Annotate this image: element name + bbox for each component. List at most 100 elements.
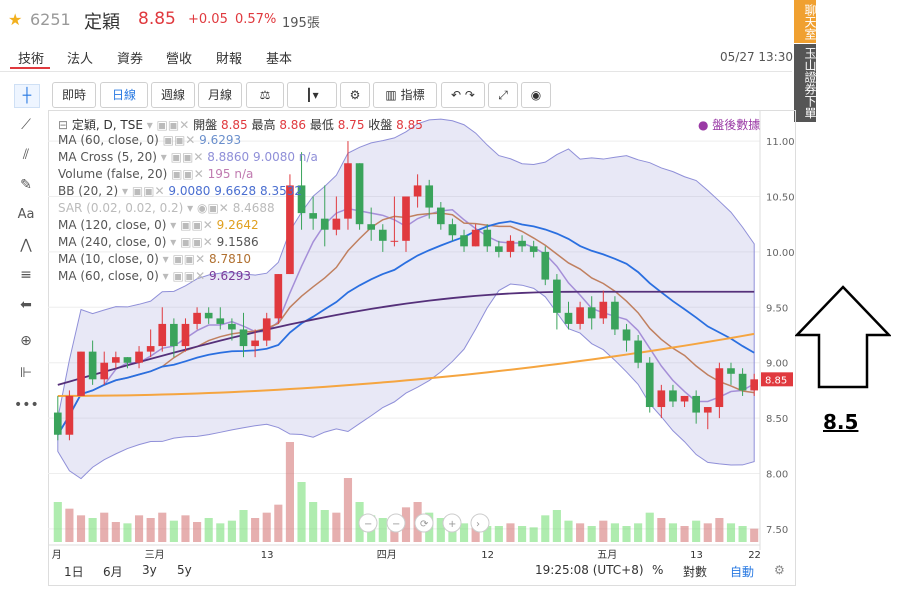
indicator-value: 9.0080 9.6628 8.3532 [168,184,302,198]
volume-bar [378,518,387,542]
volume-bar [134,515,144,542]
zoom-control [442,513,462,533]
candle-body [634,340,642,363]
arrow-left-icon[interactable]: ⬅ [20,297,32,313]
pattern-icon[interactable]: ⋀ [20,237,32,253]
tab-revenue[interactable]: 營收 [166,52,193,67]
candle-body [112,357,120,363]
indicator-row[interactable]: MA (60, close, 0) ▾ ▣▣✕ 9.6293 [58,269,252,283]
volume-bar [518,526,527,542]
volume-bar [483,526,492,542]
percent-toggle[interactable]: % [652,563,664,577]
range-5y[interactable]: 5y [177,563,192,577]
chart-settings-icon[interactable]: ⚙ [774,563,785,577]
intraday-button[interactable]: 即時 [52,82,96,108]
indicators-icon: ▥ [385,88,401,102]
zoom-control [386,513,406,533]
log-toggle[interactable]: 對數 [683,565,708,579]
tab-technical[interactable]: 技術 [18,52,45,67]
candle-body [297,185,306,214]
weekly-button[interactable]: 週線 [151,82,195,108]
auto-toggle[interactable]: 自動 [730,565,755,579]
candle-body [553,279,561,313]
candle-body [425,185,434,208]
indicator-row[interactable]: BB (20, 2) ▾ ▣▣✕ 9.0080 9.6628 8.3532 [58,184,302,198]
camera-icon[interactable]: ◉ [521,82,551,108]
volume-bar [459,523,469,542]
candle-body [286,185,294,275]
legend-dropdown-icon[interactable]: ▾ ▣▣✕ [142,118,194,132]
text-icon[interactable]: Aa [17,207,35,222]
indicator-row[interactable]: Volume (false, 20) ▣▣✕ 195 n/a [58,167,254,181]
range-3y[interactable]: 3y [142,563,157,577]
indicator-row[interactable]: SAR (0.02, 0.02, 0.2) ▾ ◉▣✕ 8.4688 [58,201,275,215]
range-6m[interactable]: 6月 [103,565,123,579]
indicator-row[interactable]: MA Cross (5, 20) ▾ ▣▣✕ 8.8860 9.0080 n/a [58,150,318,164]
settings-gear-icon[interactable]: ⚙ [340,82,370,108]
crosshair-icon[interactable]: ┼ [14,84,40,108]
indicators-button[interactable]: ▥ 指標 [373,82,437,108]
indicator-row[interactable]: MA (240, close, 0) ▾ ▣▣✕ 9.1586 [58,235,259,249]
candle-body [738,373,747,391]
compare-icon[interactable]: ⚖ [246,82,284,108]
collapse-icon[interactable]: ⊟ [58,118,72,132]
volume-bar [703,523,712,542]
candle-body [471,229,480,247]
tab-margin[interactable]: 資券 [117,52,144,67]
candle-body [669,390,677,402]
candle-body [146,346,155,352]
volume-bar [227,520,236,542]
monthly-button[interactable]: 月線 [198,82,242,108]
indicator-label: MA (60, close, 0) [58,269,159,283]
broker-order-tag[interactable]: 玉山證券下單 [794,44,817,122]
volume-bar [320,510,329,542]
volume-bar [506,523,515,542]
indicator-value: 9.2642 [216,218,259,232]
price-tag-label: 8.85 [765,375,787,386]
zoom-control [358,513,378,533]
favorite-star-icon[interactable]: ★ [8,10,23,29]
indicator-value: 9.6293 [199,133,242,147]
divider [0,71,792,72]
tab-institutional[interactable]: 法人 [67,52,94,67]
indicator-row[interactable]: MA (60, close, 0) ▣▣✕ 9.6293 [58,133,242,147]
chat-room-tag[interactable]: 聊天室 [794,0,817,43]
candle-style-icon[interactable]: ┃▾ [287,82,337,108]
volume-bar [111,522,120,542]
candle-body [657,390,666,408]
bollinger-band [57,118,755,480]
more-icon[interactable]: ••• [14,397,39,413]
undo-redo-icon[interactable]: ↶ ↷ [441,82,485,108]
x-tick-label: 三月 [145,549,165,561]
volume-bar [680,526,689,542]
stock-name: 定穎 [84,12,120,33]
brush-icon[interactable]: ✎ [20,177,32,193]
volume-bar [494,526,503,542]
tab-basic[interactable]: 基本 [266,52,293,67]
measure-icon[interactable]: ⊩ [19,365,33,381]
volume-bar [750,528,759,542]
quote-datetime: 05/27 13:30 [720,50,793,64]
price-chart[interactable]: 11.00 10.50 10.00 9.50 9.00 8.50 8.00 7.50 8.85 月… [48,110,794,584]
daily-button[interactable]: 日線 [100,82,148,108]
fibonacci-icon[interactable]: ≡ [20,267,32,283]
zoom-control-glyph: + [448,519,456,530]
candle-body [251,340,259,347]
zoom-icon[interactable]: ⊕ [20,333,32,349]
volume-bar [552,510,561,542]
volume-bar [309,502,318,542]
indicator-row[interactable]: MA (10, close, 0) ▾ ▣▣✕ 8.7810 [58,252,252,266]
candle-body [100,362,109,380]
range-1d[interactable]: 1日 [64,565,84,579]
y-tick-label: 10.50 [766,192,794,203]
after-hours-link[interactable]: ● 盤後數據 [698,118,761,132]
tab-financials[interactable]: 財報 [216,52,243,67]
candle-body [518,240,526,247]
trendline-icon[interactable]: ⟋ [21,117,31,133]
fork-icon[interactable]: ⫽ [22,147,30,163]
fullscreen-icon[interactable]: ⤢ [488,82,518,108]
candle-body [274,274,283,319]
y-tick-label: 9.50 [766,303,788,314]
indicator-row[interactable]: MA (120, close, 0) ▾ ▣▣✕ 9.2642 [58,218,259,232]
up-arrow-annotation [795,285,891,389]
